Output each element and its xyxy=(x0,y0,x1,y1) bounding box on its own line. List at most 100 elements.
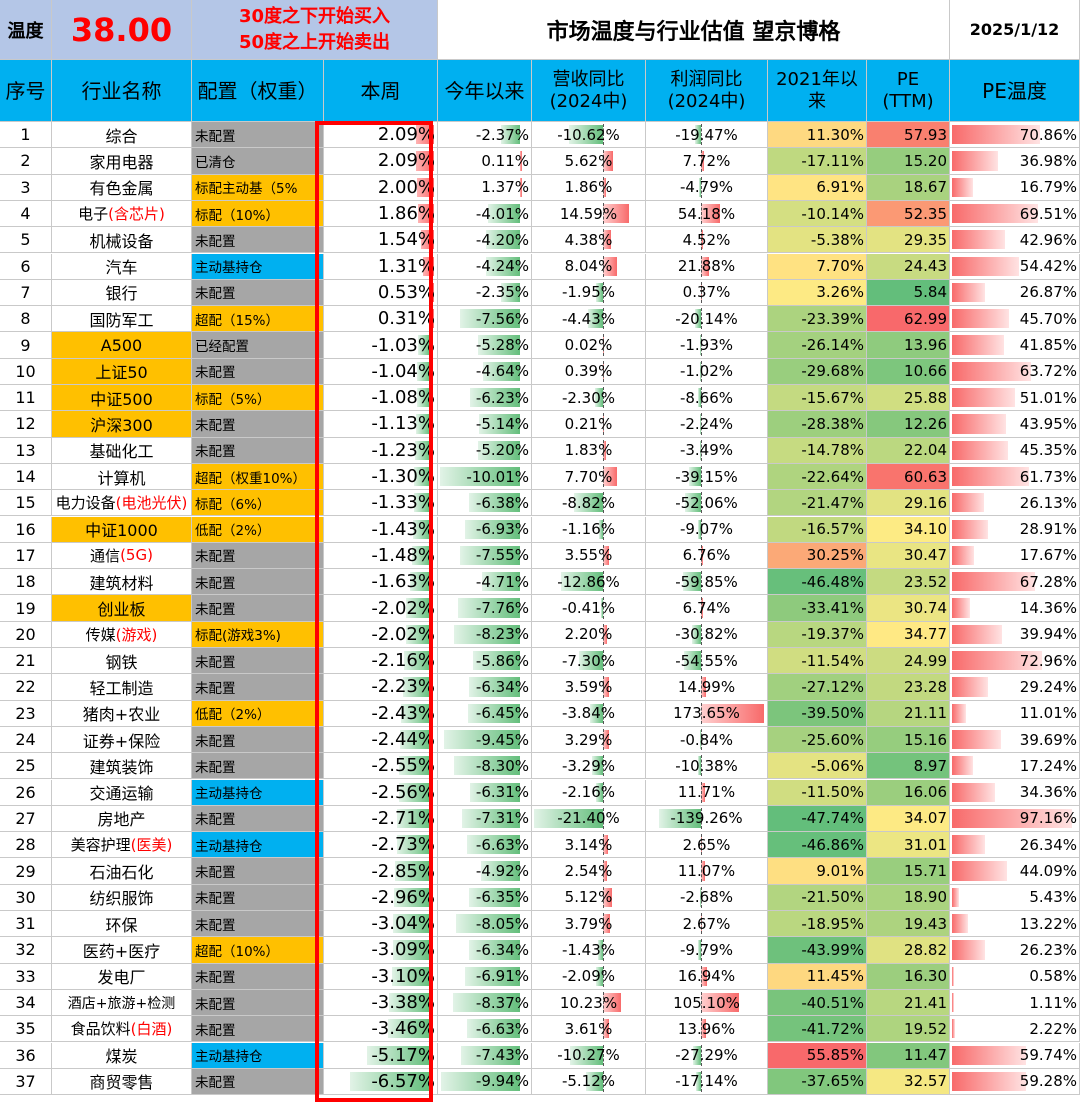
header-name[interactable]: 行业名称 xyxy=(52,60,192,122)
pe-temperature-cell[interactable]: 42.96% xyxy=(950,227,1080,254)
ytd-change-cell[interactable]: -6.63% xyxy=(438,832,532,859)
week-change-cell[interactable]: 0.53% xyxy=(324,279,438,307)
pe-ttm-cell[interactable]: 28.82 xyxy=(867,937,950,964)
revenue-yoy-cell[interactable]: -3.29% xyxy=(532,753,646,780)
header-idx[interactable]: 序号 xyxy=(0,60,52,122)
since-2021-cell[interactable]: -18.95% xyxy=(768,911,867,938)
row-index[interactable]: 6 xyxy=(0,253,52,280)
allocation-cell[interactable]: 未配置 xyxy=(192,569,324,596)
pe-ttm-cell[interactable]: 52.35 xyxy=(867,200,950,228)
pe-temperature-cell[interactable]: 2.22% xyxy=(950,1016,1080,1043)
revenue-yoy-cell[interactable]: 5.62% xyxy=(532,148,646,175)
ytd-change-cell[interactable]: -7.76% xyxy=(438,595,532,622)
ytd-change-cell[interactable]: -8.30% xyxy=(438,753,532,780)
profit-yoy-cell[interactable]: -27.29% xyxy=(646,1042,768,1069)
revenue-yoy-cell[interactable]: 8.04% xyxy=(532,253,646,280)
week-change-cell[interactable]: -2.56% xyxy=(324,779,438,806)
ytd-change-cell[interactable]: -4.64% xyxy=(438,358,532,385)
allocation-cell[interactable]: 未配置 xyxy=(192,963,324,990)
industry-name-cell[interactable]: 银行 xyxy=(52,279,192,307)
profit-yoy-cell[interactable]: 21.88% xyxy=(646,253,768,280)
allocation-cell[interactable]: 未配置 xyxy=(192,911,324,938)
allocation-cell[interactable]: 未配置 xyxy=(192,858,324,885)
profit-yoy-cell[interactable]: 4.52% xyxy=(646,227,768,254)
since-2021-cell[interactable]: -28.38% xyxy=(768,411,867,438)
rule-cell[interactable]: 30度之下开始买入 50度之上开始卖出 xyxy=(192,0,438,60)
allocation-cell[interactable]: 未配置 xyxy=(192,122,324,149)
ytd-change-cell[interactable]: -6.31% xyxy=(438,779,532,806)
allocation-cell[interactable]: 未配置 xyxy=(192,411,324,438)
industry-name-cell[interactable]: 沪深300 xyxy=(52,411,192,438)
row-index[interactable]: 15 xyxy=(0,490,52,517)
week-change-cell[interactable]: -2.71% xyxy=(324,805,438,833)
profit-yoy-cell[interactable]: -20.14% xyxy=(646,306,768,333)
ytd-change-cell[interactable]: -8.23% xyxy=(438,621,532,648)
revenue-yoy-cell[interactable]: 3.59% xyxy=(532,674,646,701)
profit-yoy-cell[interactable]: -2.24% xyxy=(646,411,768,438)
revenue-yoy-cell[interactable]: -10.27% xyxy=(532,1042,646,1069)
week-change-cell[interactable]: 1.31% xyxy=(324,253,438,280)
pe-ttm-cell[interactable]: 16.30 xyxy=(867,963,950,990)
revenue-yoy-cell[interactable]: -12.86% xyxy=(532,569,646,596)
pe-temperature-cell[interactable]: 41.85% xyxy=(950,332,1080,359)
pe-temperature-cell[interactable]: 70.86% xyxy=(950,122,1080,149)
header-alloc[interactable]: 配置（权重） xyxy=(192,60,324,122)
industry-name-cell[interactable]: 钢铁 xyxy=(52,648,192,675)
pe-ttm-cell[interactable]: 34.07 xyxy=(867,805,950,833)
row-index[interactable]: 27 xyxy=(0,805,52,833)
ytd-change-cell[interactable]: -5.20% xyxy=(438,437,532,464)
allocation-cell[interactable]: 低配（2%） xyxy=(192,700,324,727)
pe-ttm-cell[interactable]: 12.26 xyxy=(867,411,950,438)
since-2021-cell[interactable]: -23.39% xyxy=(768,306,867,333)
industry-name-cell[interactable]: 汽车 xyxy=(52,253,192,280)
since-2021-cell[interactable]: 7.70% xyxy=(768,253,867,280)
ytd-change-cell[interactable]: -6.63% xyxy=(438,1016,532,1043)
since-2021-cell[interactable]: -46.86% xyxy=(768,832,867,859)
week-change-cell[interactable]: -1.33% xyxy=(324,490,438,517)
pe-temperature-cell[interactable]: 13.22% xyxy=(950,911,1080,938)
week-change-cell[interactable]: -1.43% xyxy=(324,516,438,543)
revenue-yoy-cell[interactable]: -10.62% xyxy=(532,122,646,149)
since-2021-cell[interactable]: -17.11% xyxy=(768,148,867,175)
pe-temperature-cell[interactable]: 17.67% xyxy=(950,542,1080,570)
industry-name-cell[interactable]: A500 xyxy=(52,332,192,359)
pe-temperature-cell[interactable]: 39.69% xyxy=(950,726,1080,754)
since-2021-cell[interactable]: -21.47% xyxy=(768,490,867,517)
week-change-cell[interactable]: 1.86% xyxy=(324,200,438,228)
row-index[interactable]: 1 xyxy=(0,122,52,149)
pe-ttm-cell[interactable]: 5.84 xyxy=(867,279,950,307)
profit-yoy-cell[interactable]: -10.38% xyxy=(646,753,768,780)
row-index[interactable]: 24 xyxy=(0,726,52,754)
ytd-change-cell[interactable]: -4.71% xyxy=(438,569,532,596)
revenue-yoy-cell[interactable]: -7.30% xyxy=(532,648,646,675)
pe-ttm-cell[interactable]: 15.20 xyxy=(867,148,950,175)
date-cell[interactable]: 2025/1/12 xyxy=(950,0,1080,60)
since-2021-cell[interactable]: -5.38% xyxy=(768,227,867,254)
pe-ttm-cell[interactable]: 30.47 xyxy=(867,542,950,570)
revenue-yoy-cell[interactable]: 7.70% xyxy=(532,463,646,491)
since-2021-cell[interactable]: -21.50% xyxy=(768,884,867,911)
ytd-change-cell[interactable]: -4.20% xyxy=(438,227,532,254)
profit-yoy-cell[interactable]: -8.66% xyxy=(646,385,768,412)
title-cell[interactable]: 市场温度与行业估值 望京博格 xyxy=(438,0,950,60)
pe-temperature-cell[interactable]: 0.58% xyxy=(950,963,1080,990)
row-index[interactable]: 10 xyxy=(0,358,52,385)
pe-ttm-cell[interactable]: 30.74 xyxy=(867,595,950,622)
industry-name-cell[interactable]: 电力设备 (电池光伏) xyxy=(52,490,192,517)
allocation-cell[interactable]: 未配置 xyxy=(192,884,324,911)
profit-yoy-cell[interactable]: -1.93% xyxy=(646,332,768,359)
week-change-cell[interactable]: -3.04% xyxy=(324,911,438,938)
revenue-yoy-cell[interactable]: 1.86% xyxy=(532,174,646,201)
row-index[interactable]: 34 xyxy=(0,989,52,1017)
allocation-cell[interactable]: 未配置 xyxy=(192,674,324,701)
industry-name-cell[interactable]: 国防军工 xyxy=(52,306,192,333)
since-2021-cell[interactable]: -33.41% xyxy=(768,595,867,622)
industry-name-cell[interactable]: 传媒 (游戏) xyxy=(52,621,192,648)
pe-temperature-cell[interactable]: 29.24% xyxy=(950,674,1080,701)
pe-ttm-cell[interactable]: 32.57 xyxy=(867,1068,950,1096)
week-change-cell[interactable]: 2.00% xyxy=(324,174,438,201)
revenue-yoy-cell[interactable]: -21.40% xyxy=(532,805,646,833)
ytd-change-cell[interactable]: 0.11% xyxy=(438,148,532,175)
row-index[interactable]: 11 xyxy=(0,385,52,412)
profit-yoy-cell[interactable]: -2.68% xyxy=(646,884,768,911)
